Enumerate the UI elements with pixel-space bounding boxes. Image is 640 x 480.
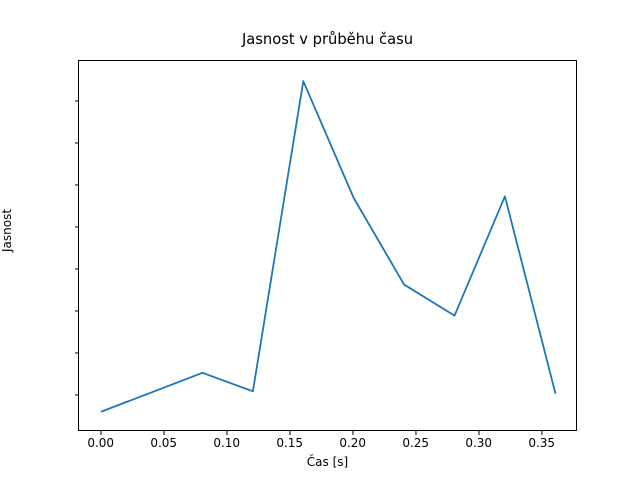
x-tick-label: 0.20	[339, 436, 367, 450]
x-axis-label: Čas [s]	[306, 455, 349, 469]
x-tick-label: 0.05	[150, 436, 178, 450]
x-tick-label: 0.25	[402, 436, 430, 450]
x-tick-label: 0.30	[465, 436, 493, 450]
x-tick-label: 0.15	[276, 436, 304, 450]
data-line-svg	[100, 80, 557, 413]
plot-area	[78, 60, 577, 431]
x-tick-label: 0.35	[528, 436, 556, 450]
x-tick-label: 0.00	[87, 436, 115, 450]
x-tick-label: 0.10	[213, 436, 241, 450]
y-axis-label: Jasnost	[0, 208, 14, 252]
chart-title: Jasnost v průběhu času	[241, 31, 414, 48]
data-line-series-jasnost	[100, 80, 557, 413]
